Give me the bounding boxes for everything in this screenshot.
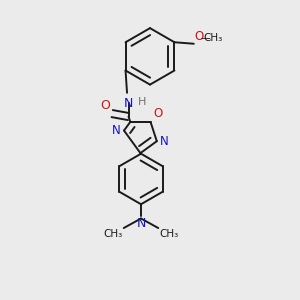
Text: O: O xyxy=(154,107,163,120)
Text: CH₃: CH₃ xyxy=(203,33,223,43)
Text: —: — xyxy=(200,33,210,43)
Text: N: N xyxy=(124,97,133,110)
Text: CH₃: CH₃ xyxy=(103,229,122,239)
Text: N: N xyxy=(112,124,121,137)
Text: H: H xyxy=(137,97,146,106)
Text: N: N xyxy=(136,217,146,230)
Text: O: O xyxy=(100,99,110,112)
Text: CH₃: CH₃ xyxy=(160,229,179,239)
Text: N: N xyxy=(160,135,169,148)
Text: O: O xyxy=(194,30,204,43)
